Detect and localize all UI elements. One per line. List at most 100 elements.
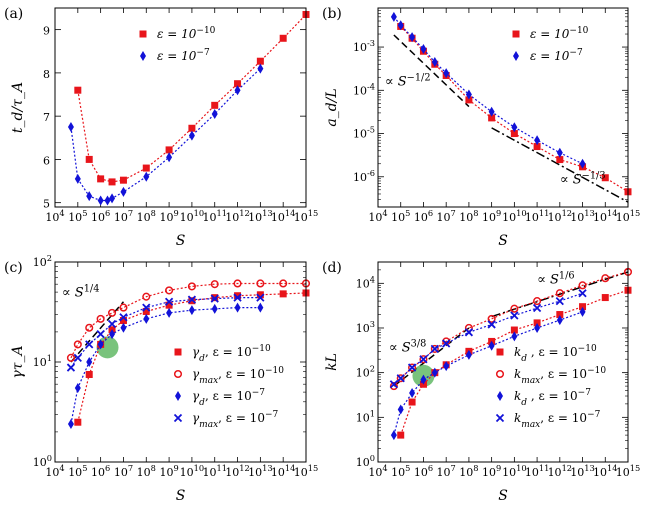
data-point — [579, 303, 587, 311]
x-tick-label: 1010 — [180, 463, 205, 479]
y-tick-label: 8 — [43, 68, 50, 81]
legend-entry: ε = 10−7 — [530, 48, 583, 63]
data-point — [165, 286, 174, 295]
data-point — [601, 274, 610, 283]
data-point — [166, 152, 173, 163]
data-point — [234, 292, 242, 300]
power-law-guide — [393, 327, 470, 387]
data-point — [488, 114, 496, 122]
x-tick-label: 104 — [45, 463, 64, 479]
x-tick-label: 1015 — [616, 463, 641, 479]
x-tick-label: 109 — [159, 208, 178, 224]
data-point — [443, 68, 450, 79]
data-point — [465, 96, 473, 104]
x-tick-label: 1013 — [570, 463, 595, 479]
data-point — [234, 85, 241, 96]
x-tick-label: 1010 — [180, 208, 205, 224]
y-tick-label: 102 — [33, 253, 52, 269]
x-axis-label: S — [176, 488, 186, 504]
data-point — [107, 308, 117, 317]
legend-entry: γd, ε = 10−10 — [192, 344, 271, 364]
data-point — [107, 319, 117, 329]
legend-entry: ε = 10−10 — [157, 26, 216, 41]
x-tick-label: 1015 — [294, 208, 319, 224]
scaling-annotation: ∝ S1/6 — [537, 270, 575, 288]
x-tick-label: 105 — [391, 463, 410, 479]
scaling-annotation: ∝ S3/8 — [389, 338, 427, 356]
data-point — [119, 176, 127, 184]
legend-entry: kd , ε = 10−10 — [514, 344, 597, 364]
data-point — [73, 353, 82, 362]
legend-entry: kd , ε = 10−7 — [514, 388, 591, 408]
x-tick-label: 109 — [482, 463, 501, 479]
x-axis-label: S — [176, 233, 186, 249]
data-point — [556, 311, 564, 319]
y-tick-label: 5 — [43, 198, 50, 211]
data-point — [419, 355, 428, 364]
x-tick-label: 1011 — [525, 463, 550, 479]
data-point — [279, 34, 287, 42]
panel-label: (c) — [4, 260, 23, 276]
data-point — [430, 344, 439, 354]
data-point — [464, 328, 474, 337]
series-2 — [390, 11, 586, 169]
data-point — [233, 279, 242, 288]
panel-3: (c)104 105 106 107 108 109 1010101110121013101… — [4, 253, 318, 504]
y-tick-label: 6 — [43, 154, 50, 167]
x-tick-label: 1010 — [502, 208, 527, 224]
y-tick-label: 10-6 — [353, 168, 375, 184]
data-point — [442, 339, 451, 348]
data-point — [579, 306, 586, 317]
data-point — [510, 304, 519, 313]
data-point — [279, 290, 287, 298]
data-point — [510, 130, 518, 138]
data-point — [407, 363, 417, 372]
data-point — [119, 303, 128, 312]
data-point — [578, 289, 587, 298]
legend-marker — [173, 369, 183, 379]
data-point — [211, 303, 218, 314]
data-point — [534, 322, 541, 333]
legend-entry: γd, ε = 10−7 — [192, 388, 265, 408]
y-axis-label: γτ_A — [10, 345, 26, 378]
y-tick-label: 10-4 — [353, 81, 375, 97]
x-tick-label: 1013 — [570, 208, 595, 224]
data-point — [109, 193, 116, 204]
data-point — [511, 122, 518, 133]
x-axis-label: S — [498, 233, 508, 249]
data-point — [85, 323, 94, 332]
data-point — [74, 418, 82, 426]
series-line — [70, 306, 261, 425]
legend-marker — [513, 51, 519, 61]
x-tick-label: 1014 — [271, 208, 296, 224]
x-tick-label: 107 — [114, 463, 133, 479]
data-point — [67, 121, 74, 132]
x-tick-label: 106 — [91, 208, 110, 224]
data-point — [419, 355, 428, 364]
y-tick-label: 10-5 — [353, 125, 375, 141]
data-point — [120, 186, 127, 197]
data-point — [465, 349, 472, 360]
legend: ε = 10−10 ε = 10−7 — [512, 26, 589, 63]
data-point — [142, 303, 151, 312]
panel-label: (d) — [322, 260, 342, 276]
series-3 — [67, 302, 264, 429]
data-point — [397, 404, 404, 415]
panel-label: (b) — [322, 6, 342, 22]
data-point — [74, 382, 81, 393]
x-tick-label: 1011 — [202, 208, 227, 224]
data-point — [396, 374, 405, 383]
data-point — [409, 32, 416, 43]
data-point — [188, 124, 196, 132]
x-tick-label: 106 — [414, 463, 433, 479]
legend-marker — [495, 413, 505, 423]
x-tick-label: 1012 — [548, 463, 573, 479]
x-tick-label: 1012 — [548, 208, 573, 224]
legend-marker — [173, 413, 183, 423]
x-tick-label: 1011 — [202, 463, 227, 479]
legend-entry: γmax, ε = 10−10 — [192, 366, 284, 386]
data-point — [256, 279, 265, 288]
y-axis-label: t_d/τ_A — [10, 82, 26, 133]
y-tick-label: 101 — [356, 408, 375, 424]
data-point — [108, 178, 116, 186]
